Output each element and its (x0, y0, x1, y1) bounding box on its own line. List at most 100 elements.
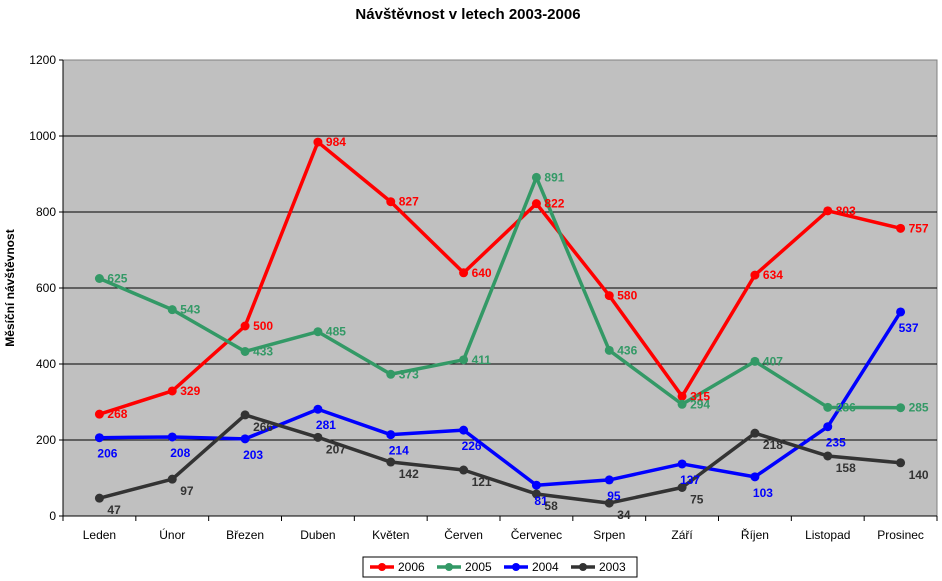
data-label-2005: 543 (180, 303, 200, 317)
data-label-2005: 625 (107, 272, 127, 286)
y-tick-label: 600 (36, 281, 56, 295)
data-label-2003: 97 (180, 484, 194, 498)
legend-marker-2004 (512, 563, 520, 571)
data-label-2004: 226 (462, 439, 482, 453)
data-label-2006: 634 (763, 268, 783, 282)
legend-label-2005: 2005 (465, 560, 492, 574)
series-line-2006 (98, 140, 901, 416)
data-label-2003: 218 (763, 438, 783, 452)
series-line-2003 (98, 413, 901, 505)
data-point-2004 (750, 472, 760, 482)
data-label-2003: 47 (107, 503, 121, 517)
data-label-2003: 266 (253, 420, 273, 434)
x-tick-label: Srpen (593, 528, 625, 542)
data-label-2004: 103 (753, 486, 773, 500)
data-point-2004 (677, 459, 687, 469)
data-point-2003 (750, 428, 760, 438)
legend: 2006 2005 2004 2003 (362, 556, 638, 578)
legend-label-2006: 2006 (398, 560, 425, 574)
y-tick-label: 200 (36, 433, 56, 447)
data-point-2005 (531, 172, 541, 182)
data-point-2006 (313, 137, 323, 147)
data-label-2005: 433 (253, 344, 273, 358)
y-tick-label: 0 (49, 509, 56, 523)
x-tick-label: Červenec (511, 527, 562, 542)
data-label-2004: 206 (97, 447, 117, 461)
data-label-2005: 436 (617, 343, 637, 357)
legend-label-2004: 2004 (532, 560, 559, 574)
data-point-2004 (167, 432, 177, 442)
data-point-2003 (459, 465, 469, 475)
data-label-2005: 373 (399, 367, 419, 381)
data-label-2003: 34 (617, 508, 631, 522)
x-tick-label: Červen (444, 527, 483, 542)
data-point-2005 (240, 346, 250, 356)
data-label-2006: 580 (617, 289, 637, 303)
data-point-2005 (677, 399, 687, 409)
data-label-2004: 137 (680, 473, 700, 487)
data-label-2006: 822 (544, 197, 564, 211)
data-point-2005 (750, 356, 760, 366)
data-point-2005 (386, 369, 396, 379)
data-point-2005 (167, 305, 177, 315)
gridlines (63, 135, 937, 441)
data-label-2004: 208 (170, 446, 190, 460)
data-point-2004 (386, 430, 396, 440)
data-label-2006: 803 (836, 204, 856, 218)
data-label-2005: 411 (472, 353, 492, 367)
data-point-2003 (604, 498, 614, 508)
data-point-2003 (531, 489, 541, 499)
data-point-2004 (823, 422, 833, 432)
data-point-2006 (750, 270, 760, 280)
legend-marker-2006 (378, 563, 386, 571)
data-point-2005 (896, 403, 906, 413)
data-label-2005: 891 (544, 170, 564, 184)
data-point-2003 (677, 483, 687, 492)
data-label-2003: 58 (544, 499, 558, 513)
data-point-2004 (459, 425, 469, 435)
data-point-2003 (896, 458, 906, 468)
data-point-2006 (94, 409, 104, 419)
x-tick-label: Září (671, 528, 693, 542)
data-label-2004: 214 (389, 444, 409, 458)
data-point-2005 (94, 274, 104, 283)
data-point-2005 (459, 355, 469, 365)
data-point-2003 (386, 457, 396, 467)
data-labels: 268 329 500 984 827 640 822 580 315 634 803 757 625 5… (97, 135, 929, 522)
data-label-2004: 203 (243, 448, 263, 462)
y-tick-label: 800 (36, 205, 56, 219)
data-label-2004: 95 (607, 489, 621, 503)
data-label-2003: 142 (399, 467, 419, 481)
data-point-2005 (604, 345, 614, 355)
data-point-2003 (313, 432, 323, 442)
data-point-2006 (677, 391, 687, 401)
data-label-2003: 75 (690, 493, 704, 507)
data-point-2004 (604, 475, 614, 485)
series-layer (94, 137, 906, 508)
data-label-2006: 268 (107, 407, 127, 421)
x-axis-ticks: Leden Únor Březen Duben Květen Červen Červenec… (62, 516, 938, 542)
x-tick-label: Květen (372, 528, 409, 542)
data-label-2003: 158 (836, 461, 856, 475)
data-label-2005: 485 (326, 325, 346, 339)
y-axis-label: Měsíční návštěvnost (3, 229, 17, 346)
legend-marker-2005 (445, 563, 453, 571)
data-label-2005: 407 (763, 354, 783, 368)
x-tick-label: Leden (83, 528, 116, 542)
data-point-2003 (240, 410, 250, 420)
data-point-2006 (459, 268, 469, 278)
data-label-2006: 500 (253, 319, 273, 333)
data-point-2003 (94, 493, 104, 503)
x-tick-label: Říjen (741, 527, 769, 542)
data-point-2004 (313, 404, 323, 414)
x-tick-label: Duben (300, 528, 335, 542)
x-tick-label: Únor (159, 527, 185, 542)
data-label-2004: 537 (899, 321, 919, 335)
data-label-2006: 984 (326, 135, 346, 149)
data-label-2005: 285 (909, 401, 929, 415)
y-tick-label: 1000 (29, 129, 56, 143)
data-label-2006: 315 (690, 389, 710, 403)
data-point-2004 (240, 434, 250, 444)
data-label-2003: 121 (472, 475, 492, 489)
